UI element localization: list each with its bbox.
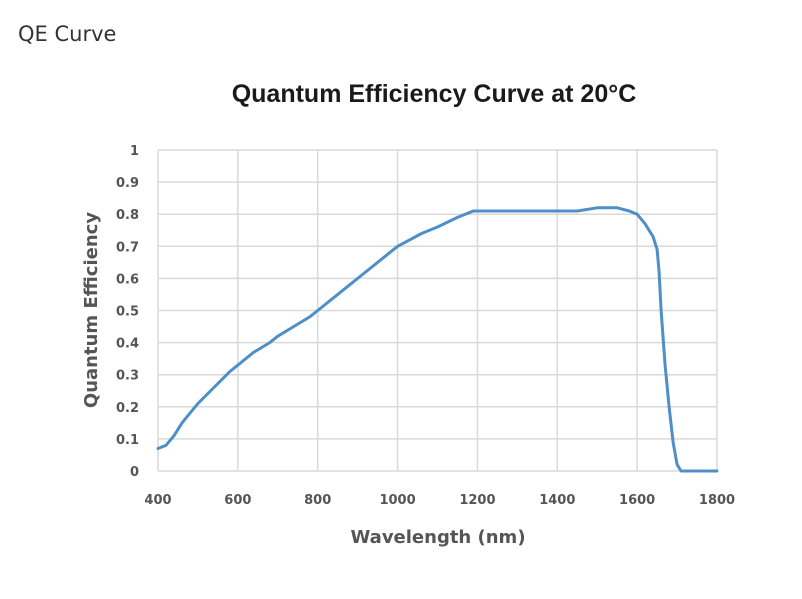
x-tick-label: 1200: [459, 493, 495, 508]
y-tick-label: 0.7: [116, 240, 139, 255]
y-tick-label: 0.6: [116, 272, 139, 287]
x-axis-label: Wavelength (nm): [350, 527, 525, 548]
y-axis-ticks: 0 0.1 0.2 0.3 0.4 0.5 0.6 0.7 0.8 0.9 1: [116, 144, 139, 480]
series-line-qe: [156, 206, 719, 473]
y-tick-label: 0: [130, 465, 139, 480]
grid: [157, 149, 718, 472]
x-tick-label: 1000: [379, 493, 415, 508]
x-tick-label: 400: [144, 493, 171, 508]
y-axis-label: Quantum Efficiency: [81, 212, 102, 408]
y-tick-label: 0.5: [116, 305, 139, 320]
y-tick-label: 0.2: [116, 401, 139, 416]
y-tick-label: 0.3: [116, 369, 139, 384]
y-tick-label: 0.4: [116, 337, 139, 352]
y-tick-label: 0.8: [116, 208, 139, 223]
x-tick-label: 1800: [699, 493, 735, 508]
x-tick-label: 1600: [619, 493, 655, 508]
x-tick-label: 600: [224, 493, 251, 508]
x-axis-ticks: 400 600 800 1000 1200 1400 1600 1800: [144, 493, 735, 508]
y-tick-label: 0.9: [116, 176, 139, 191]
y-tick-label: 0.1: [116, 433, 139, 448]
y-tick-label: 1: [130, 144, 139, 159]
x-tick-label: 800: [304, 493, 331, 508]
section-heading: QE Curve: [18, 22, 117, 46]
x-tick-label: 1400: [539, 493, 575, 508]
chart-title: Quantum Efficiency Curve at 20°C: [232, 80, 637, 108]
